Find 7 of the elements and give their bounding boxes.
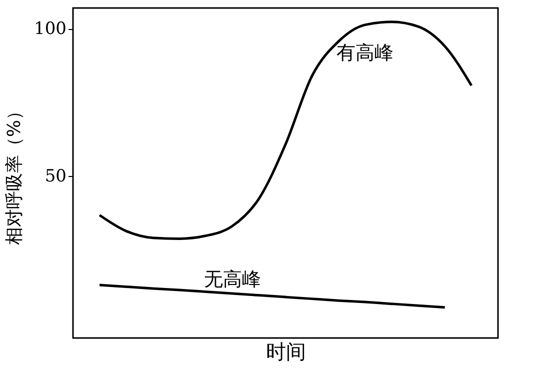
x-axis-title: 时间 [266,340,306,364]
series-label: 无高峰 [204,268,261,291]
series-label: 有高峰 [336,42,394,64]
y-tick-label: 100 [34,19,66,40]
y-axis-title: 相对呼吸率（%） [4,102,26,246]
y-tick-label: 50 [44,166,66,186]
line-series [98,20,473,240]
